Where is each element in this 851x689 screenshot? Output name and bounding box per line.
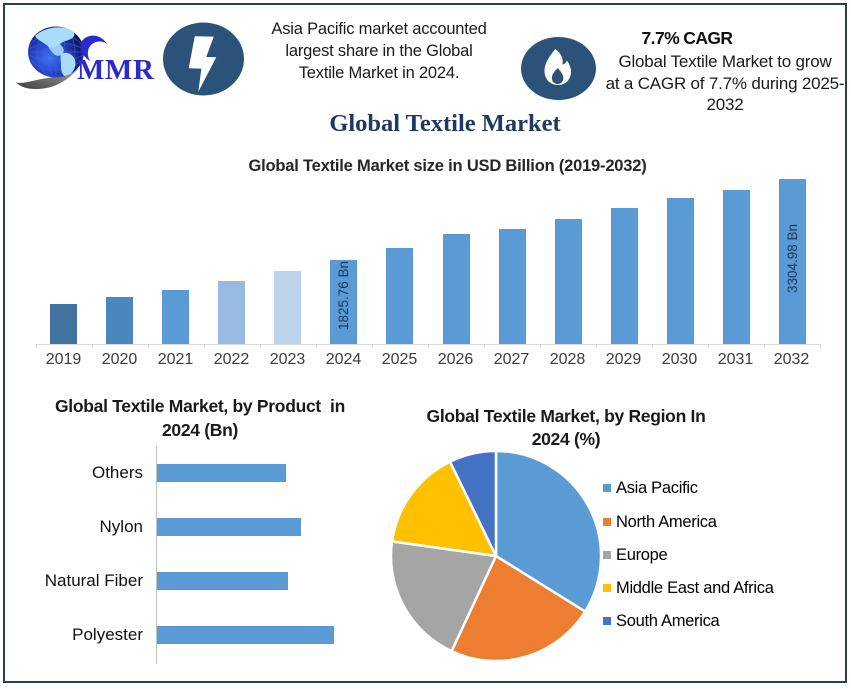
svg-text:MMR: MMR <box>77 54 155 86</box>
